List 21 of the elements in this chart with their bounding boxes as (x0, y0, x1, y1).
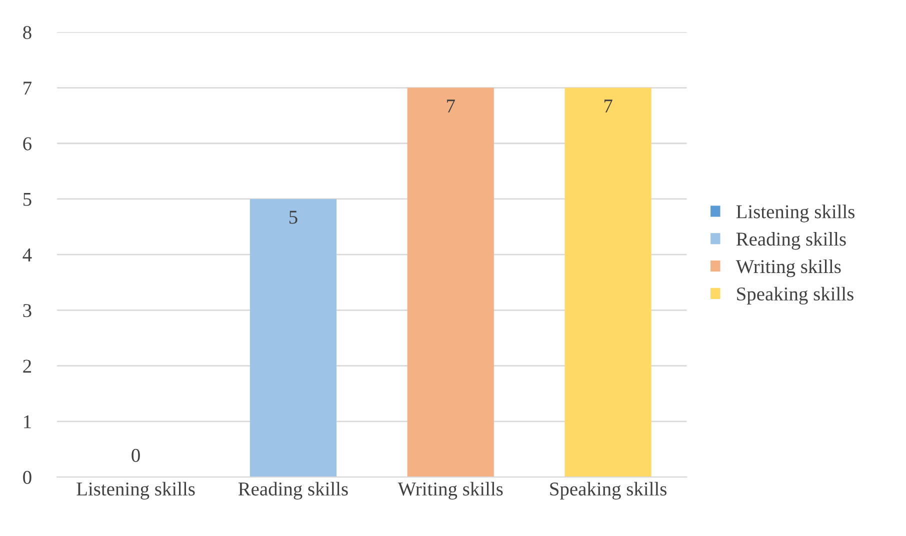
y-tick-label: 4 (22, 248, 32, 262)
y-tick-label: 7 (24, 82, 32, 95)
y-tick-label: 3 (23, 304, 32, 318)
y-tick-label: 0 (23, 470, 32, 484)
y-tick-label: 8 (23, 26, 32, 40)
legend-label: Listening skills (736, 204, 854, 222)
data-label: 5 (289, 210, 298, 224)
y-tick-label: 5 (23, 193, 32, 206)
y-tick-label: 2 (23, 360, 32, 373)
x-tick-label: Writing skills (398, 482, 503, 500)
legend-label: Speaking skills (737, 286, 854, 305)
x-tick-label: Speaking skills (550, 482, 666, 500)
legend-label: Writing skills (736, 259, 841, 278)
x-tick-label: Reading skills (238, 482, 348, 500)
data-label: 0 (132, 448, 140, 462)
x-tick-label: Listening skills (76, 482, 195, 500)
y-tick-label: 6 (23, 137, 32, 150)
y-tick-label: 1 (24, 415, 31, 428)
data-label: 7 (604, 100, 612, 112)
data-label: 7 (447, 100, 455, 112)
legend-label: Reading skills (736, 232, 846, 250)
